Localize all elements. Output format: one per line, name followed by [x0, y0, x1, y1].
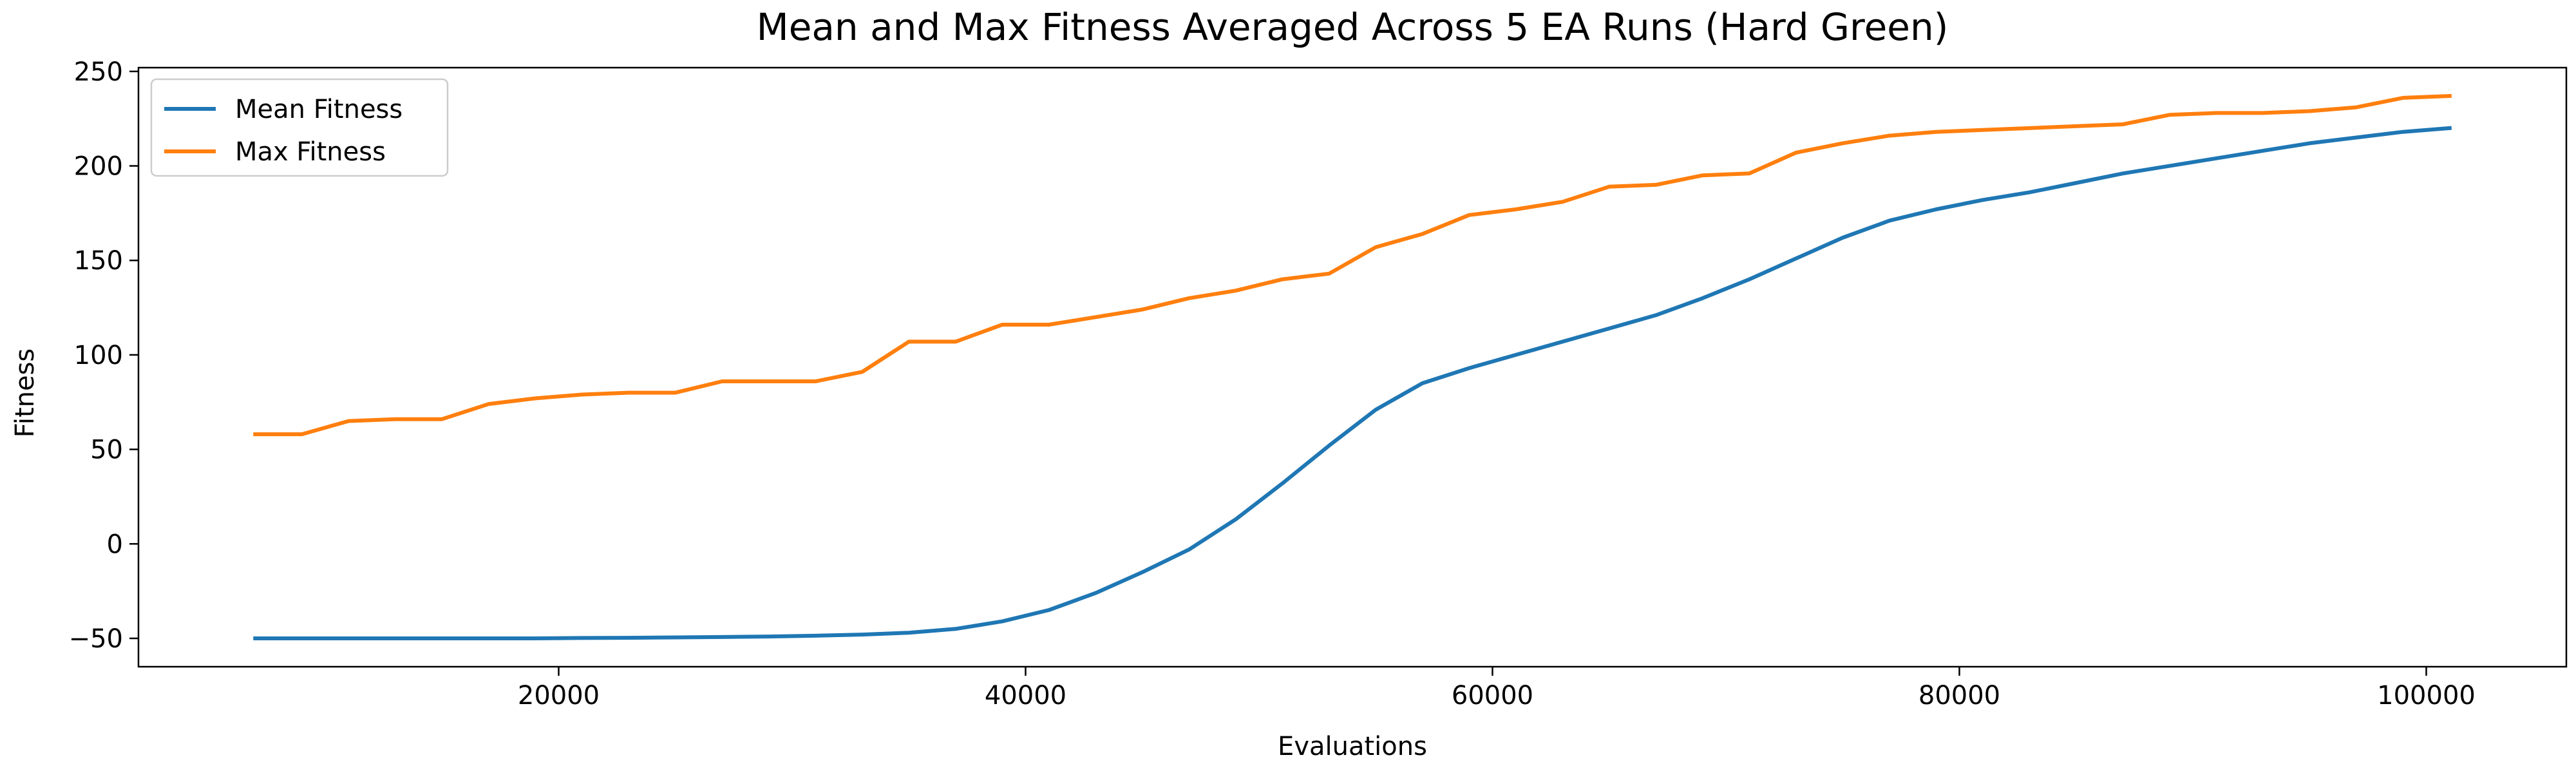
x-tick-label: 80000	[1918, 681, 2000, 711]
y-tick-label: 200	[74, 152, 123, 182]
legend: Mean Fitness Max Fitness	[150, 78, 449, 177]
y-tick-label: 250	[74, 57, 123, 87]
series-line-mean-fitness	[253, 126, 2452, 640]
series-line-max-fitness	[253, 93, 2452, 437]
y-tick-label: 100	[74, 341, 123, 370]
y-tick-label: 150	[74, 246, 123, 276]
x-tick-label: 20000	[518, 681, 600, 711]
x-axis-title: Evaluations	[1278, 732, 1427, 761]
y-tick-label: 0	[107, 530, 123, 559]
x-tick-label: 60000	[1452, 681, 1533, 711]
y-tick-label: 50	[90, 435, 123, 465]
series-layer	[253, 93, 2452, 640]
x-tick-label: 40000	[985, 681, 1066, 711]
y-tick-label: −50	[69, 624, 123, 654]
chart-title: Mean and Max Fitness Averaged Across 5 E…	[757, 5, 1949, 49]
legend-label: Max Fitness	[235, 137, 386, 167]
legend-box	[150, 78, 449, 177]
plot-frame	[137, 66, 2568, 668]
x-tick-label: 100000	[2377, 681, 2476, 711]
axis-ticks: 20000 40000 60000 80000 100000 −50 0 50 100 150 20…	[69, 57, 2476, 711]
axes-frame	[137, 66, 2568, 668]
y-axis-title: Fitness	[10, 348, 40, 438]
legend-label: Mean Fitness	[235, 95, 402, 124]
